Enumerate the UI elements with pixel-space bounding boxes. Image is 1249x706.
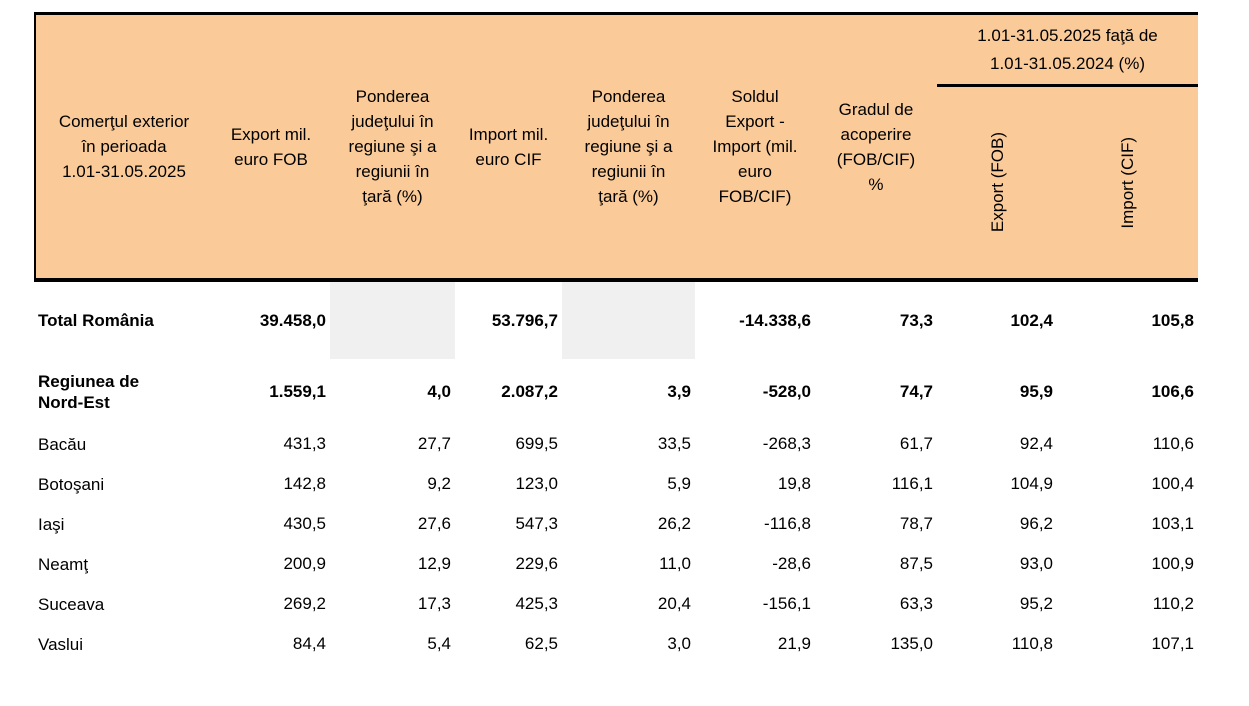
- data-cell: 26,2: [657, 514, 691, 533]
- data-cell: -116,8: [764, 514, 811, 533]
- data-cell: 102,4: [1010, 310, 1053, 330]
- data-cell: 95,2: [1019, 594, 1053, 613]
- data-cell: 431,3: [283, 434, 326, 453]
- table-row: Total România 39.458,0 53.796,7 -14.338,6 73…: [36, 282, 1198, 359]
- col-header-coverage: Gradul de acoperire (FOB/CIF) %: [836, 99, 916, 194]
- data-cell: 110,8: [1011, 634, 1053, 653]
- data-cell: 92,4: [1019, 434, 1053, 453]
- data-cell: 53.796,7: [491, 310, 558, 330]
- table-row: Iaşi 430,5 27,6 547,3 26,2 -116,8 78,7 96,2 103,…: [36, 504, 1198, 544]
- comparison-import-label: Import (CIF): [1118, 136, 1137, 229]
- data-cell: [562, 282, 695, 359]
- table-row: Neamţ 200,9 12,9 229,6 11,0 -28,6 87,5 93,0 100,…: [36, 544, 1198, 584]
- data-cell: 11,0: [659, 554, 691, 573]
- data-cell: 103,1: [1151, 514, 1194, 533]
- data-cell: 105,8: [1151, 310, 1194, 330]
- data-cell: 33,5: [657, 434, 691, 453]
- data-cell: -156,1: [762, 594, 811, 613]
- row-label: Regiunea de Nord-Est: [38, 371, 140, 412]
- comparison-export-label: Export (FOB): [987, 132, 1007, 233]
- data-cell: 142,8: [283, 474, 326, 493]
- foreign-trade-table: Comerţul exterior în perioada 1.01-31.05…: [34, 12, 1198, 664]
- data-cell: 2.087,2: [501, 381, 558, 401]
- data-cell: 39.458,0: [259, 310, 326, 330]
- data-cell: 27,7: [417, 434, 451, 453]
- data-cell: 123,0: [515, 474, 558, 493]
- data-cell: 19,8: [777, 474, 811, 493]
- data-cell: 425,3: [515, 594, 558, 613]
- data-cell: 96,2: [1019, 514, 1053, 533]
- data-cell: 84,4: [292, 634, 326, 653]
- data-cell: 17,3: [417, 594, 451, 613]
- row-label: Vaslui: [38, 634, 84, 654]
- col-header-period: Comerţul exterior în perioada 1.01-31.05…: [58, 112, 190, 181]
- data-cell: 200,9: [283, 554, 326, 573]
- data-cell: 95,9: [1019, 381, 1053, 401]
- data-cell: 3,0: [667, 634, 691, 653]
- data-cell: -14.338,6: [739, 310, 811, 330]
- data-cell: 93,0: [1019, 554, 1053, 573]
- data-cell: 63,3: [899, 594, 933, 613]
- data-cell: 4,0: [427, 381, 451, 401]
- data-cell: 21,9: [777, 634, 811, 653]
- data-cell: [330, 282, 455, 359]
- row-label: Suceava: [38, 594, 105, 614]
- col-header-balance: Soldul Export - Import (mil. euro FOB/CI…: [712, 87, 798, 206]
- data-cell: 61,7: [899, 434, 933, 453]
- data-cell: 107,1: [1151, 634, 1194, 653]
- col-group-header-comparison: 1.01-31.05.2025 faţă de 1.01-31.05.2024 …: [937, 15, 1198, 87]
- data-cell: 73,3: [899, 310, 933, 330]
- data-cell: 20,4: [657, 594, 691, 613]
- col-header-import: Import mil. euro CIF: [468, 124, 549, 169]
- data-cell: 74,7: [899, 381, 933, 401]
- row-label: Botoşani: [38, 474, 105, 494]
- data-cell: 27,6: [417, 514, 451, 533]
- data-cell: 1.559,1: [269, 381, 326, 401]
- data-cell: 3,9: [667, 381, 691, 401]
- data-cell: 110,2: [1152, 594, 1194, 613]
- table-body: Total România 39.458,0 53.796,7 -14.338,6 73…: [36, 282, 1198, 664]
- row-label: Iaşi: [38, 514, 65, 534]
- col-header-export: Export mil. euro FOB: [230, 124, 312, 169]
- data-cell: 87,5: [899, 554, 933, 573]
- data-cell: -28,6: [772, 554, 811, 573]
- col-header-comparison-import: Import (CIF): [1057, 87, 1198, 278]
- data-cell: 116,1: [891, 474, 933, 493]
- data-cell: -268,3: [762, 434, 811, 453]
- row-label: Neamţ: [38, 554, 89, 574]
- data-cell: 269,2: [283, 594, 326, 613]
- col-header-share-import: Ponderea judeţului în regiune şi a regiu…: [584, 87, 673, 206]
- data-cell: 110,6: [1152, 434, 1194, 453]
- data-cell: 100,9: [1151, 554, 1194, 573]
- data-cell: 5,4: [427, 634, 451, 653]
- data-cell: 699,5: [515, 434, 558, 453]
- table-row: Vaslui 84,4 5,4 62,5 3,0 21,9 135,0 110,8 107,1: [36, 624, 1198, 664]
- table-row: Botoşani 142,8 9,2 123,0 5,9 19,8 116,1 104,9 10…: [36, 464, 1198, 504]
- data-cell: 62,5: [524, 634, 558, 653]
- row-label: Total România: [38, 311, 154, 330]
- table-row: Suceava 269,2 17,3 425,3 20,4 -156,1 63,3 95,2 1…: [36, 584, 1198, 624]
- data-cell: 5,9: [667, 474, 691, 493]
- data-cell: 547,3: [515, 514, 558, 533]
- data-cell: 106,6: [1151, 381, 1194, 401]
- row-label: Bacău: [38, 434, 87, 454]
- data-cell: 78,7: [899, 514, 933, 533]
- data-cell: -528,0: [762, 381, 811, 401]
- data-cell: 229,6: [515, 554, 558, 573]
- data-cell: 135,0: [890, 634, 933, 653]
- table-row: Regiunea de Nord-Est 1.559,1 4,0 2.087,2 3,9…: [36, 359, 1198, 424]
- col-header-share-export: Ponderea judeţului în regiune şi a regiu…: [348, 87, 437, 206]
- col-header-comparison-export: Export (FOB): [937, 87, 1057, 278]
- table-header: Comerţul exterior în perioada 1.01-31.05…: [34, 12, 1198, 282]
- data-cell: 430,5: [283, 514, 326, 533]
- data-cell: 9,2: [427, 474, 451, 493]
- data-cell: 100,4: [1151, 474, 1194, 493]
- data-cell: 12,9: [417, 554, 451, 573]
- data-cell: 104,9: [1010, 474, 1053, 493]
- table-row: Bacău 431,3 27,7 699,5 33,5 -268,3 61,7 92,4 110…: [36, 424, 1198, 464]
